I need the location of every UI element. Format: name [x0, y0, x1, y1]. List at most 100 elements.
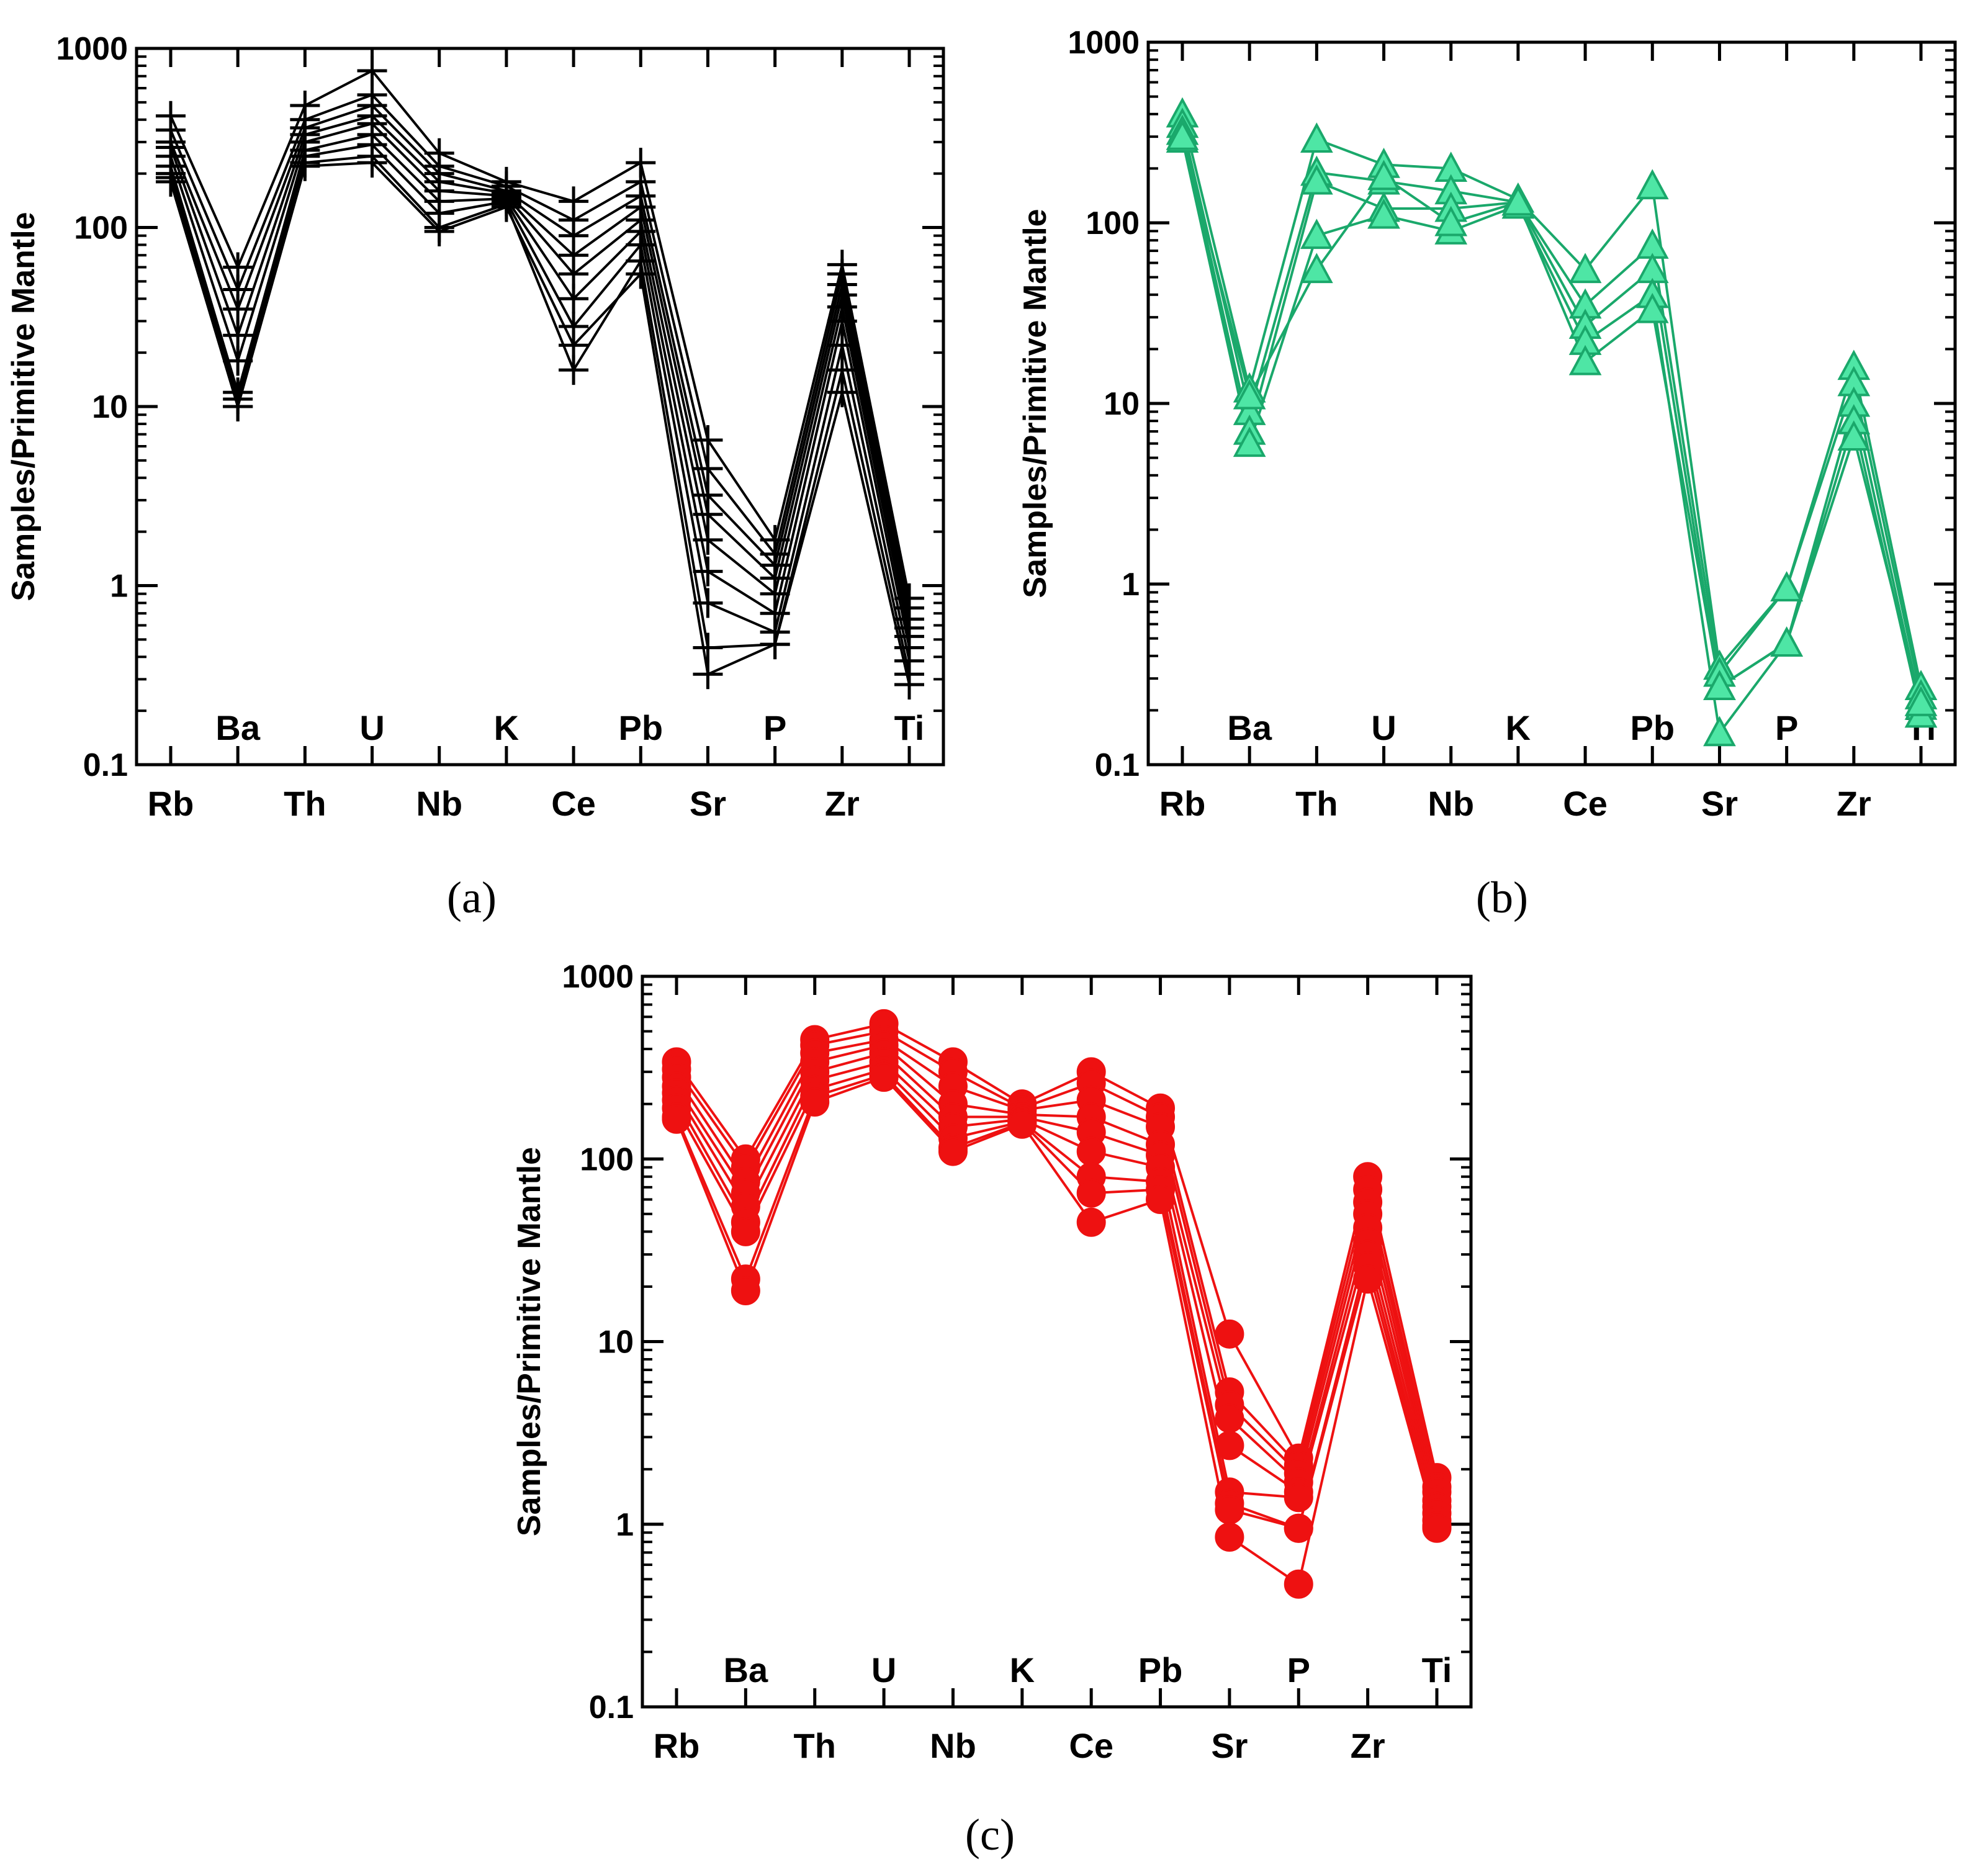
x-category-label: Ce: [1069, 1726, 1113, 1765]
data-point: [869, 1063, 899, 1092]
chart-panel-3: 0.1 1 10 100 1000 Samples/Primitive Mantle Rb B…: [511, 959, 1473, 1860]
data-point: [1770, 571, 1803, 602]
x-category-label: Sr: [1701, 784, 1738, 823]
x-category-label: U: [1371, 708, 1396, 747]
data-point: [693, 659, 723, 690]
data-point: [731, 1217, 760, 1246]
y-axis-title: Samples/Primitive Mantle: [511, 1147, 547, 1536]
data-point: [662, 1104, 691, 1134]
data-point: [938, 1136, 968, 1166]
series-line: [169, 133, 911, 648]
x-category-label: Ce: [1563, 784, 1608, 823]
series-line: [675, 1076, 1438, 1586]
y-tick-label: 0.1: [589, 1689, 634, 1725]
data-point: [1076, 1207, 1106, 1237]
x-category-label: Rb: [654, 1726, 700, 1765]
x-category-label: Nb: [1428, 784, 1474, 823]
data-point: [1215, 1431, 1244, 1460]
x-category-label: Nb: [930, 1726, 976, 1765]
data-point: [223, 320, 253, 351]
series-line: [1181, 114, 1922, 687]
y-tick-label: 1000: [56, 31, 128, 67]
x-category-label: Ti: [894, 708, 925, 747]
data-point: [223, 392, 253, 421]
data-point: [1215, 1319, 1244, 1349]
x-category-label: K: [1506, 708, 1531, 747]
data-point: [626, 259, 656, 289]
x-category-label: K: [494, 708, 519, 747]
series-line: [169, 104, 911, 619]
y-tick-label: 10: [1104, 386, 1140, 422]
data-point: [1422, 1513, 1452, 1543]
data-point: [1635, 292, 1669, 323]
panel-caption: (b): [1476, 873, 1528, 922]
series-line: [1181, 131, 1922, 707]
data-point: [800, 1087, 830, 1117]
y-tick-label: 0.1: [83, 747, 128, 783]
data-point: [1904, 686, 1938, 716]
data-point: [1703, 716, 1736, 747]
data-point: [1076, 1178, 1106, 1208]
series-line: [169, 70, 911, 599]
x-category-label: Ba: [1227, 708, 1272, 747]
x-category-label: Zr: [1837, 784, 1871, 823]
y-tick-label: 1000: [562, 959, 634, 995]
x-category-label: Th: [1295, 784, 1338, 823]
data-point: [1233, 379, 1266, 410]
data-point: [1434, 205, 1468, 236]
x-category-label: Ce: [551, 784, 596, 823]
data-point: [1284, 1569, 1313, 1599]
series-line: [169, 114, 911, 629]
x-category-label: Ti: [1422, 1650, 1452, 1689]
y-tick-label: 1: [616, 1507, 634, 1543]
x-category-label: Ba: [724, 1650, 768, 1689]
y-tick-label: 100: [580, 1141, 634, 1177]
x-category-label: Rb: [1159, 784, 1206, 823]
data-point: [1770, 626, 1803, 657]
data-point: [827, 377, 857, 408]
x-category-label: Sr: [690, 784, 726, 823]
x-category-label: K: [1010, 1650, 1035, 1689]
data-point: [1146, 1185, 1176, 1215]
x-category-label: U: [871, 1650, 896, 1689]
data-point: [693, 425, 723, 455]
data-point: [223, 294, 253, 325]
chart-panel-1: 0.1 1 10 100 1000 Samples/Primitive Mantle Rb B…: [6, 31, 945, 922]
y-axis-title: Samples/Primitive Mantle: [6, 212, 42, 601]
data-point: [1300, 122, 1333, 153]
x-category-label: Pb: [1630, 708, 1675, 747]
x-category-label: Pb: [1138, 1650, 1183, 1689]
series-line: [675, 1068, 1438, 1530]
data-point: [1215, 1495, 1244, 1524]
data-point: [760, 629, 790, 660]
y-tick-label: 100: [1086, 205, 1140, 241]
data-point: [1215, 1523, 1244, 1552]
series-line: [675, 1073, 1438, 1530]
x-category-label: Ba: [215, 708, 260, 747]
data-point: [1166, 119, 1199, 150]
data-point: [290, 151, 320, 181]
y-tick-label: 1: [110, 569, 128, 605]
data-point: [1367, 198, 1400, 229]
data-point: [1300, 253, 1333, 284]
series-line: [169, 122, 911, 637]
data-point: [1233, 426, 1266, 457]
data-point: [693, 524, 723, 555]
data-point: [894, 669, 924, 700]
data-point: [693, 556, 723, 587]
series-line: [169, 93, 911, 608]
series-line: [675, 1060, 1438, 1514]
data-point: [357, 148, 387, 178]
data-point: [1300, 164, 1333, 195]
y-tick-label: 10: [598, 1325, 634, 1361]
x-category-label: Sr: [1211, 1726, 1248, 1765]
x-category-label: P: [763, 708, 786, 747]
x-category-label: Pb: [618, 708, 663, 747]
data-point: [559, 284, 589, 314]
panel-caption: (a): [447, 873, 497, 922]
x-category-label: Th: [284, 784, 326, 823]
y-tick-label: 0.1: [1095, 747, 1140, 783]
chart-panel-2: 0.1 1 10 100 1000 Samples/Primitive Mantle Rb B…: [1017, 25, 1957, 922]
data-point: [491, 192, 521, 222]
x-category-label: Zr: [825, 784, 860, 823]
